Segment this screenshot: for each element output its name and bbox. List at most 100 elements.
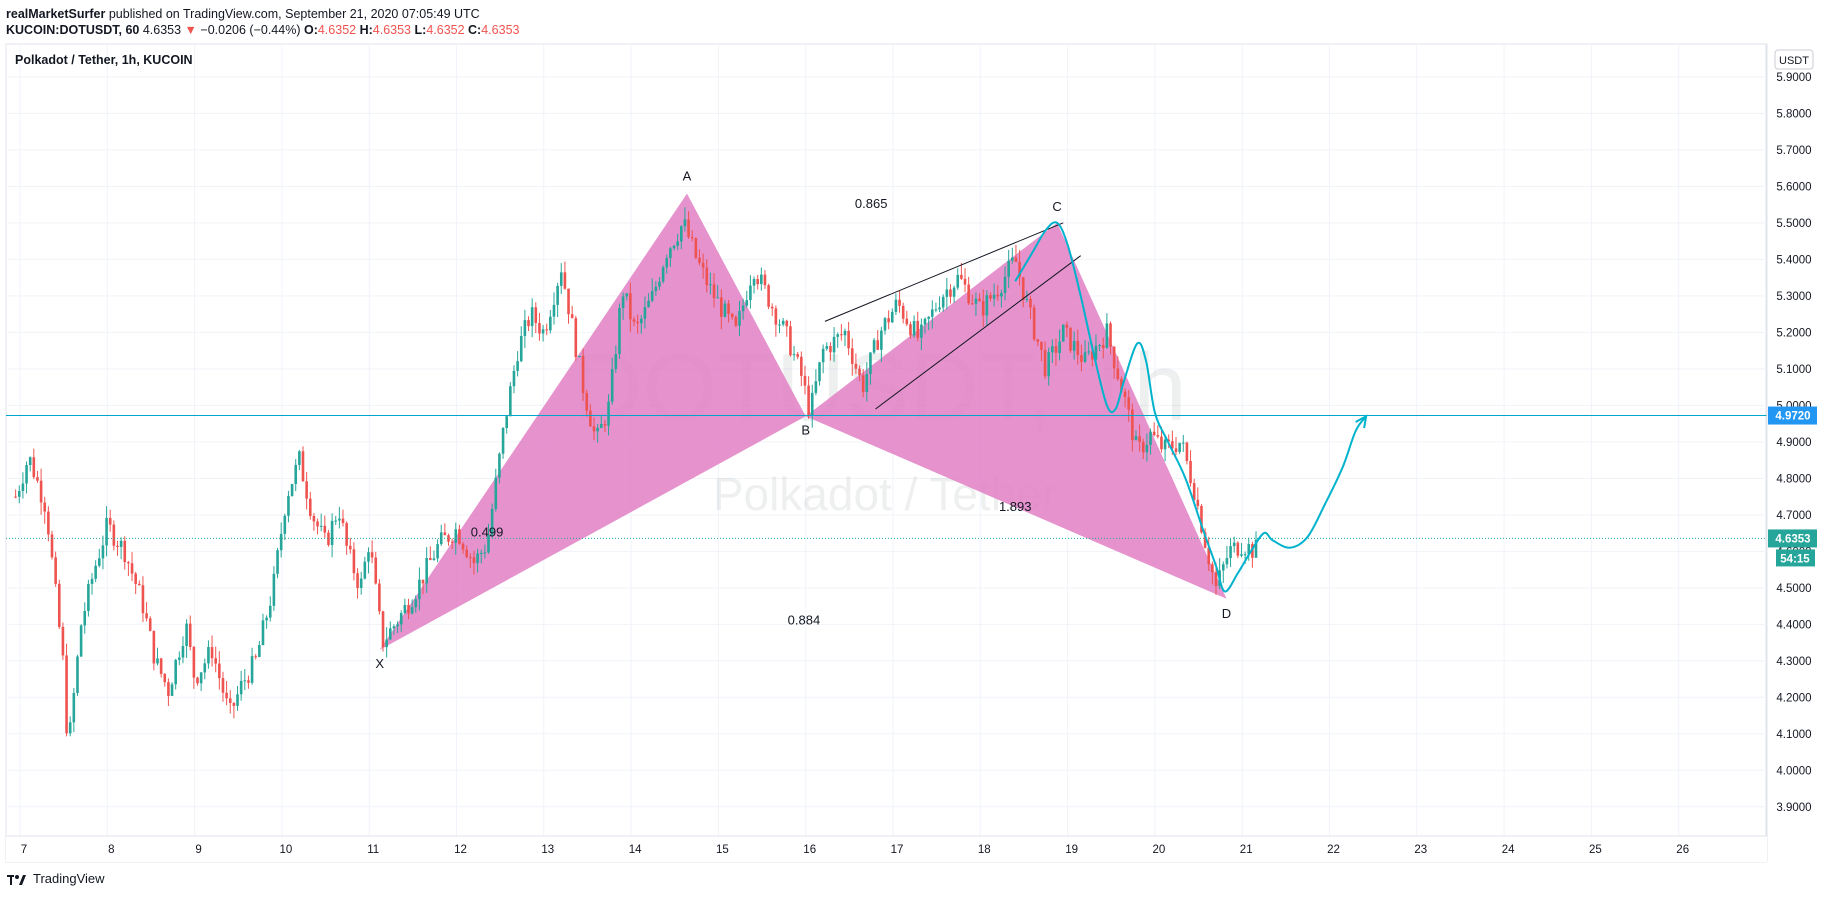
pattern-point-a: A — [683, 169, 692, 184]
price-axis[interactable]: 5.9000 5.8000 5.7000 5.6000 5.5000 5.4000 5.30… — [1776, 72, 1811, 814]
x-tick-label[interactable]: 17 — [891, 844, 904, 856]
x-tick-label[interactable]: 24 — [1502, 844, 1515, 856]
pattern-xab-triangle[interactable] — [379, 193, 806, 650]
candle-body — [338, 518, 341, 521]
x-tick-label[interactable]: 23 — [1414, 844, 1427, 856]
x-tick-label[interactable]: 11 — [367, 844, 379, 856]
x-tick-label[interactable]: 26 — [1676, 844, 1689, 856]
y-tick-label[interactable]: 3.9000 — [1776, 802, 1811, 814]
candle-body — [1225, 558, 1229, 565]
candle-body — [970, 303, 974, 305]
y-tick-label[interactable]: 4.0000 — [1776, 765, 1811, 777]
candle-body — [1083, 352, 1087, 362]
candle-body — [199, 672, 203, 684]
y-tick-label[interactable]: 5.3000 — [1776, 291, 1811, 303]
x-tick-label[interactable]: 8 — [108, 844, 114, 856]
currency-badge[interactable]: USDT — [1774, 49, 1814, 70]
wedge-trend-line-1[interactable] — [824, 222, 1064, 322]
candle-body — [1185, 442, 1189, 461]
candle-body — [316, 521, 319, 527]
candle-body — [268, 605, 272, 618]
y-tick-label[interactable]: 5.1000 — [1776, 364, 1811, 376]
candle-body — [901, 305, 905, 319]
candle-body — [650, 291, 654, 301]
y-tick-label[interactable]: 5.8000 — [1776, 108, 1811, 120]
candle-body — [858, 368, 861, 376]
candle-body — [254, 656, 258, 658]
candle-body — [734, 317, 738, 326]
footer-brand[interactable]: TradingView — [33, 871, 105, 886]
candle-body — [996, 294, 1000, 297]
x-tick-label[interactable]: 21 — [1240, 844, 1253, 856]
x-tick-label[interactable]: 9 — [195, 844, 201, 856]
time-axis[interactable]: 7 8 9 10 11 12 13 14 15 16 17 18 19 20 21 22 23 24 25 26 — [21, 844, 1689, 856]
pattern-point-x: X — [375, 656, 384, 671]
y-tick-label[interactable]: 4.4000 — [1776, 619, 1811, 631]
candle-body — [1047, 352, 1050, 377]
publisher-name[interactable]: realMarketSurfer — [6, 7, 106, 21]
pattern-bcd-triangle[interactable] — [805, 222, 1227, 599]
harmonic-pattern[interactable] — [379, 193, 1227, 650]
candle-body — [1141, 441, 1145, 453]
candle-body — [585, 393, 589, 411]
candle-body — [138, 583, 141, 586]
candle-body — [1211, 564, 1214, 573]
x-tick-label[interactable]: 22 — [1327, 844, 1340, 856]
last-price-tag — [1768, 529, 1817, 548]
projection-path[interactable] — [1014, 221, 1367, 593]
candle-body — [610, 369, 614, 402]
y-tick-label[interactable]: 4.7000 — [1776, 510, 1811, 522]
y-tick-label[interactable]: 4.8000 — [1776, 473, 1811, 485]
candle-body — [825, 346, 829, 349]
open-label: O: — [303, 23, 318, 37]
candle-body — [1032, 307, 1036, 340]
x-tick-label[interactable]: 15 — [716, 844, 729, 856]
x-tick-label[interactable]: 10 — [280, 844, 293, 856]
y-tick-label[interactable]: 4.1000 — [1776, 729, 1811, 741]
pane-title: Polkadot / Tether, 1h, KUCOIN — [15, 53, 193, 67]
x-tick-label[interactable]: 14 — [629, 844, 642, 856]
y-tick-label[interactable]: 5.2000 — [1776, 327, 1811, 339]
x-tick-label[interactable]: 18 — [978, 844, 991, 856]
candle-body — [83, 611, 87, 626]
candle-body — [981, 301, 985, 316]
candle-body — [578, 355, 581, 358]
y-tick-label[interactable]: 5.6000 — [1776, 181, 1811, 193]
candle-body — [472, 557, 476, 564]
candle-body — [883, 318, 887, 331]
x-tick-label[interactable]: 20 — [1153, 844, 1166, 856]
candle-body — [1123, 391, 1127, 398]
candle-body — [381, 611, 385, 648]
x-tick-label[interactable]: 13 — [541, 844, 554, 856]
candle-body — [243, 680, 247, 682]
x-tick-label[interactable]: 16 — [803, 844, 816, 856]
y-tick-label[interactable]: 5.7000 — [1776, 145, 1811, 157]
x-tick-label[interactable]: 7 — [21, 844, 27, 856]
candle-body — [287, 495, 290, 516]
x-tick-label[interactable]: 12 — [454, 844, 467, 856]
y-tick-label[interactable]: 4.2000 — [1776, 692, 1811, 704]
candle-body — [1087, 351, 1090, 353]
y-tick-label[interactable]: 5.9000 — [1776, 72, 1811, 84]
candle-body — [541, 329, 545, 334]
candle-body — [65, 655, 68, 734]
candle-body — [345, 523, 348, 546]
y-tick-label[interactable]: 5.4000 — [1776, 254, 1811, 266]
y-tick-label[interactable]: 5.5000 — [1776, 218, 1811, 230]
candle-body — [716, 297, 719, 299]
y-tick-label[interactable]: 4.5000 — [1776, 583, 1811, 595]
y-tick-label[interactable]: 4.9000 — [1776, 437, 1811, 449]
candle-body — [654, 286, 658, 292]
candle-body — [807, 385, 810, 416]
drawings[interactable] — [6, 221, 1767, 593]
footer: TradingView — [6, 871, 105, 886]
candle-body — [298, 451, 301, 465]
y-tick-label[interactable]: 4.3000 — [1776, 656, 1811, 668]
wedge-trend-line-2[interactable] — [875, 255, 1081, 410]
open-value: 4.6352 — [317, 23, 357, 37]
x-tick-label[interactable]: 19 — [1065, 844, 1078, 856]
x-tick-label[interactable]: 25 — [1589, 844, 1602, 856]
candle-body — [523, 320, 527, 337]
candle-body — [407, 604, 410, 614]
